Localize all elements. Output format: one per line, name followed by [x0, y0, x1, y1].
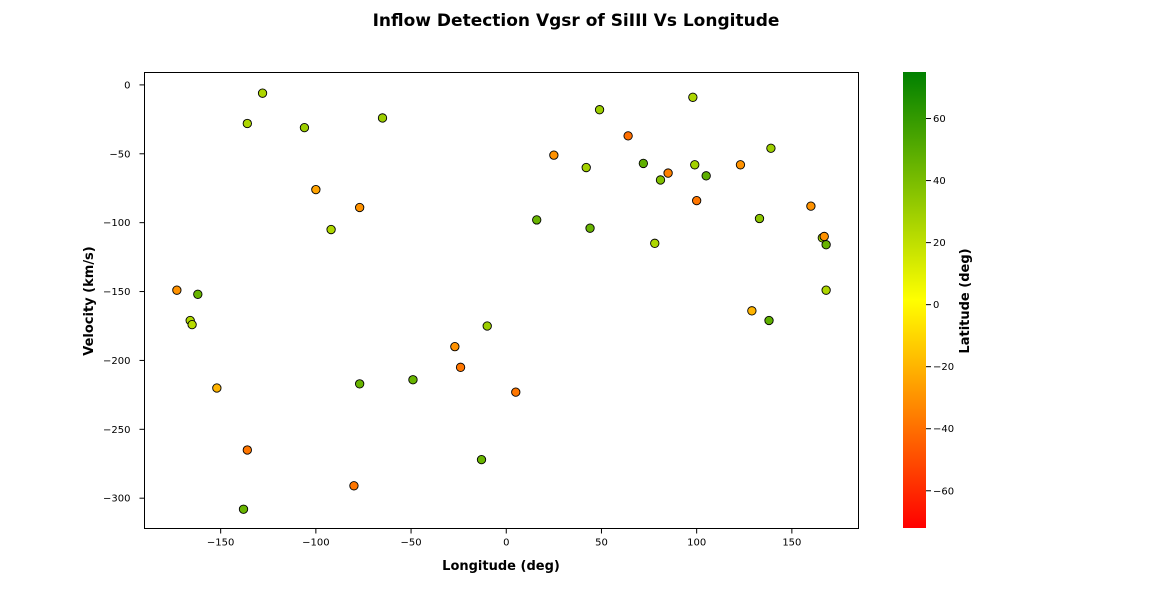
data-point [806, 201, 816, 211]
data-point [326, 224, 336, 235]
y-tick-label: −300 [103, 494, 130, 505]
data-point [193, 289, 203, 299]
data-point [355, 379, 365, 389]
data-points [172, 88, 831, 514]
x-tick-label: −150 [207, 538, 234, 549]
y-tick-label: −100 [103, 218, 130, 229]
colorbar: −60 −40 −20 0 20 40 60 Latitude (deg) [903, 72, 973, 528]
x-tick-label: 150 [782, 538, 801, 549]
y-tick-label: 0 [124, 80, 130, 91]
colorbar-tick-label: −20 [933, 362, 954, 373]
data-point [450, 342, 460, 352]
colorbar-gradient [903, 72, 926, 528]
data-point [821, 285, 831, 295]
colorbar-label: Latitude (deg) [958, 248, 973, 353]
x-tick-label: 100 [687, 538, 706, 549]
data-point [663, 168, 673, 178]
data-point [692, 195, 702, 206]
plot-frame [144, 72, 859, 529]
x-axis: −150 −100 −50 0 50 100 150 [207, 528, 801, 549]
data-point [482, 321, 492, 331]
data-point [408, 375, 418, 385]
data-point [735, 160, 746, 170]
data-point [764, 315, 774, 326]
data-point [754, 213, 765, 224]
y-axis: 0 −50 −100 −150 −200 −250 −300 [103, 80, 145, 505]
colorbar-tick-label: 60 [933, 114, 946, 125]
data-point [594, 105, 605, 115]
data-point [299, 122, 310, 133]
x-tick-label: 50 [595, 538, 608, 549]
data-point [688, 92, 698, 102]
data-point [821, 240, 831, 250]
x-tick-label: 0 [503, 538, 509, 549]
colorbar-tick-label: −40 [933, 424, 954, 435]
data-point [242, 118, 252, 129]
x-tick-label: −100 [302, 538, 329, 549]
colorbar-tick-label: 40 [933, 176, 946, 187]
data-point [701, 171, 711, 181]
y-tick-label: −50 [109, 149, 130, 160]
colorbar-tick-label: −60 [933, 486, 954, 497]
data-point [212, 383, 222, 393]
data-point [238, 504, 249, 514]
data-point [187, 319, 197, 330]
data-point [650, 238, 660, 248]
data-point [349, 481, 359, 491]
data-point [623, 131, 633, 141]
colorbar-ticks: −60 −40 −20 0 20 40 60 [926, 114, 954, 497]
data-point [581, 162, 591, 173]
data-point [455, 362, 466, 372]
data-point [311, 184, 321, 195]
x-axis-label: Longitude (deg) [442, 559, 560, 574]
data-point [257, 88, 268, 98]
x-tick-label: −50 [401, 538, 422, 549]
data-point [476, 454, 487, 465]
data-point [549, 150, 559, 160]
colorbar-tick-label: 0 [933, 300, 939, 311]
data-point [532, 215, 542, 225]
data-point [819, 231, 829, 242]
data-point [766, 143, 776, 153]
y-axis-label: Velocity (km/s) [82, 246, 97, 356]
plot-area: −150 −100 −50 0 50 100 150 0 −50 −100 −150 −200 −25… [103, 72, 859, 549]
data-point [638, 158, 648, 169]
data-point [585, 223, 595, 233]
y-tick-label: −150 [103, 287, 130, 298]
data-point [511, 387, 521, 397]
y-tick-label: −250 [103, 425, 130, 436]
data-point [690, 160, 700, 170]
y-tick-label: −200 [103, 356, 130, 367]
data-point [172, 285, 182, 295]
data-point [355, 202, 365, 213]
data-point [242, 445, 252, 455]
data-point [377, 113, 388, 123]
data-point [655, 175, 666, 185]
data-point [747, 306, 757, 316]
colorbar-tick-label: 20 [933, 238, 946, 249]
chart-title: Inflow Detection Vgsr of SiIII Vs Longit… [373, 11, 780, 31]
